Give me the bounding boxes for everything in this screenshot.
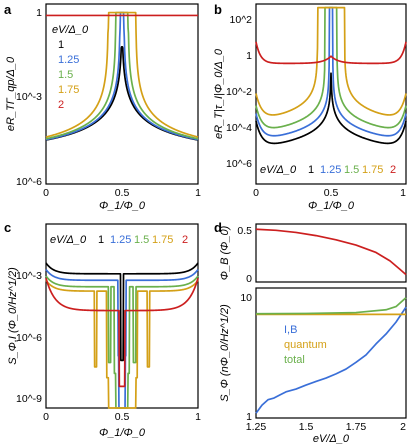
xlabel-d: eV/Δ_0 [313,433,350,444]
xtick-d-2: 1.5 [299,421,314,433]
plot-frame-c [45,223,199,409]
xtick-b-3: 1 [400,187,406,199]
ytick-a-2: 10^-3 [16,91,42,103]
legend-b-5: 2 [390,164,396,176]
xtick-b-1: 0 [253,187,259,199]
legend-b-2: 1.25 [320,164,341,176]
series-d_bottom-I,B [255,306,407,414]
legend-title-b: eV/Δ_0 [260,164,297,176]
legend-b-3: 1.5 [344,164,359,176]
series-c-1 [45,262,199,362]
legend-d-3: total [284,354,305,366]
series-b-1.75 [255,6,407,116]
ytick-b-2: 1 [246,50,252,62]
legend-a-2: 1.25 [58,54,79,66]
ytick-b-4: 10^-4 [226,122,252,134]
legend-title-c: eV/Δ_0 [50,234,87,246]
legend-c-1: 1 [98,234,104,246]
xtick-b-2: 0.5 [324,187,339,199]
ytick-d-top-1: 0.5 [237,225,252,237]
legend-b-4: 1.75 [362,164,383,176]
legend-a-5: 2 [58,99,64,111]
xtick-d-4: 2 [400,421,406,433]
ytick-d-top-2: 0 [246,273,252,285]
ytick-d-bottom-1: 10 [240,292,252,304]
legend-a-3: 1.5 [58,69,73,81]
ylabel-c: S_Φ,I (Φ_0/Hz^1/2) [7,267,19,365]
legend-b-1: 1 [308,164,314,176]
ytick-a-1: 1 [36,7,42,19]
plot-frame-a [45,3,199,185]
xtick-c-2: 0.5 [115,411,130,423]
ytick-b-1: 10^2 [230,14,253,26]
panel-label-b: b [214,2,222,17]
series-b-2 [255,41,407,65]
curves-c [45,262,199,409]
panel-a: a 1 10^-3 10^-6 0 0.5 1 Φ_1/Φ_0 eR_TΓ_qp… [4,2,201,212]
ylabel-d-bottom: S_Φ (nΦ_0/Hz^1/2) [219,304,231,402]
plot-frame-b [255,3,407,185]
plot-frame-d-top [255,223,407,283]
curves-a [45,11,199,141]
curves-b [255,6,407,145]
legend-a-1: 1 [58,39,64,51]
legend-d-1: I,B [284,324,297,336]
panel-b: b 10^2 1 10^-2 10^-4 10^-6 0 0.5 1 Φ_1/Φ… [213,2,407,212]
ytick-c-3: 10^-9 [16,393,42,405]
ylabel-a: eR_TΓ_qp/Δ_0 [5,56,17,131]
xlabel-c: Φ_1/Φ_0 [99,427,146,439]
ylabel-d-top: Φ_B (Φ_0) [219,225,231,280]
legend-c-5: 2 [182,234,188,246]
legend-title-a: eV/Δ_0 [52,24,89,36]
xtick-d-3: 1.75 [346,421,367,433]
ytick-b-5: 10^-6 [226,158,252,170]
series-b-1.5 [255,6,407,129]
panel-label-c: c [4,220,11,235]
legend-c-3: 1.5 [134,234,149,246]
panel-c: c 10^-3 10^-6 10^-9 0 0.5 1 Φ_1/Φ_0 S_Φ,… [4,220,201,439]
ytick-c-1: 10^-3 [16,270,42,282]
panel-d: d 0.5 0 Φ_B (Φ_0) 10 1 S_Φ (nΦ_0/Hz^1/2)… [214,220,407,444]
series-c-1.75 [45,279,199,409]
series-d_top-0 [255,228,407,276]
curves-d [255,228,407,414]
xlabel-b: Φ_1/Φ_0 [308,200,355,212]
xtick-c-3: 1 [195,411,201,423]
legend-a-4: 1.75 [58,84,79,96]
legend-d-2: quantum [284,339,327,351]
series-c-2 [45,277,199,388]
series-b-1.25 [255,6,407,137]
xtick-a-1: 0 [43,187,49,199]
ytick-d-bottom-2: 1 [246,411,252,423]
xtick-d-1: 1.25 [246,421,267,433]
legend-c-2: 1.25 [110,234,131,246]
series-c-1.5 [45,275,199,409]
xtick-c-1: 0 [43,411,49,423]
panel-label-d: d [214,220,222,235]
plot-frame-d-bottom [255,287,407,419]
xtick-a-3: 1 [195,187,201,199]
series-d_bottom-total [255,297,407,315]
panel-label-a: a [4,2,12,17]
ytick-b-3: 10^-2 [226,86,252,98]
ytick-a-3: 10^-6 [16,176,42,188]
legend-c-4: 1.75 [152,234,173,246]
series-b-1 [255,72,407,145]
xtick-a-2: 0.5 [115,187,130,199]
xlabel-a: Φ_1/Φ_0 [99,200,146,212]
ytick-c-2: 10^-6 [16,332,42,344]
series-a-1.75 [45,11,199,138]
ylabel-b: eR_T|τ_I|Φ_0/Δ_0 [213,48,225,139]
